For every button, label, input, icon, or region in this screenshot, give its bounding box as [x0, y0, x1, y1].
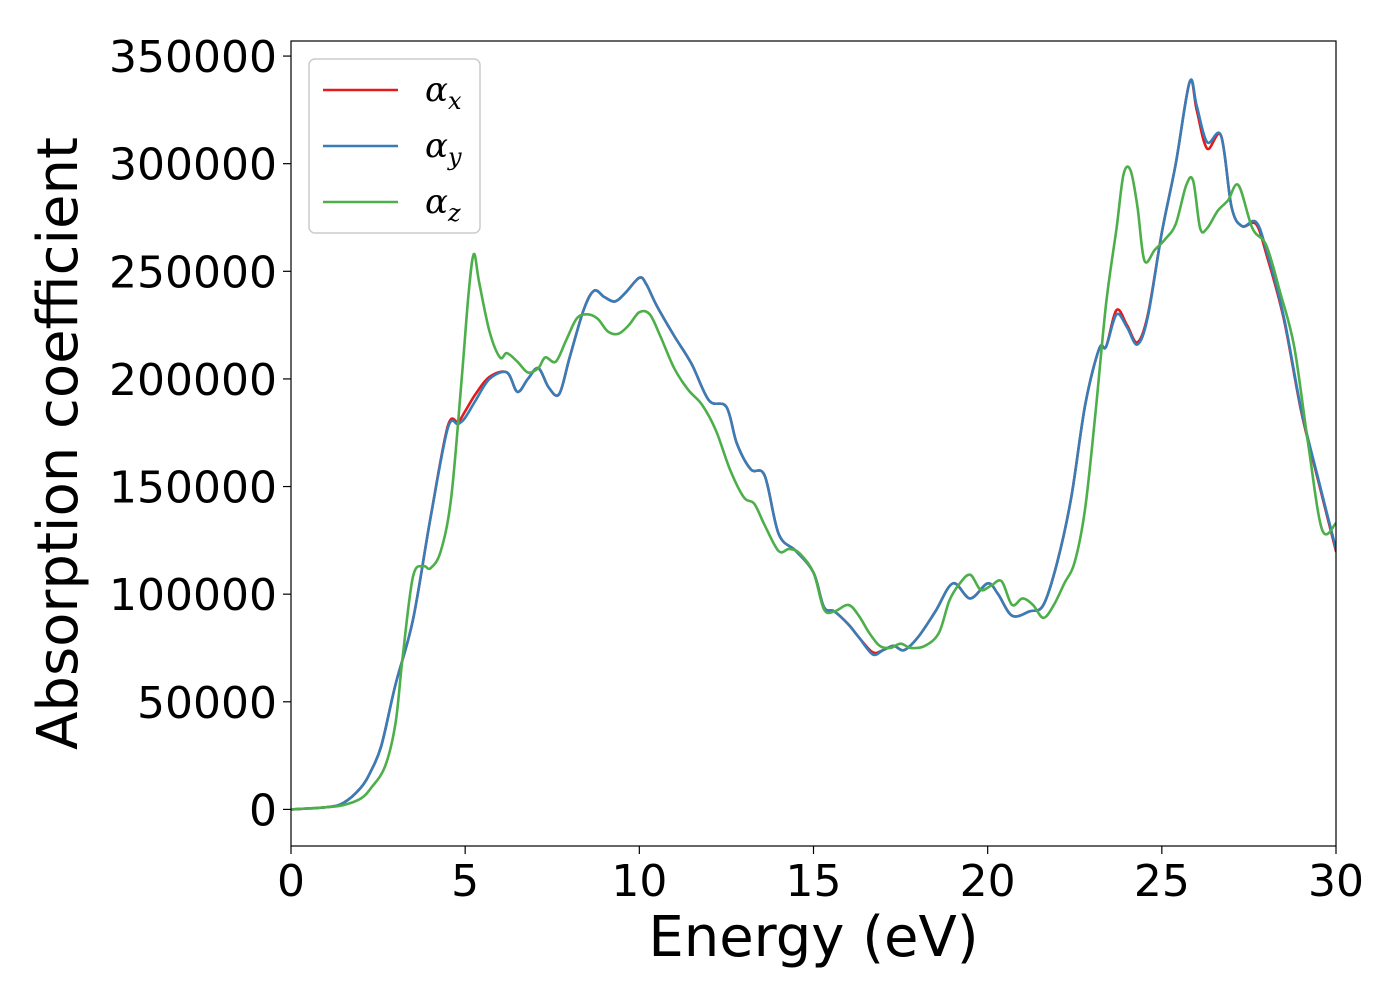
- x-tick-label: 30: [1308, 856, 1364, 907]
- series-line-y: [291, 78, 1336, 811]
- x-axis-ticks: 0 5 10 15 20 25 30: [277, 846, 1364, 907]
- x-tick-label: 20: [960, 856, 1016, 907]
- y-tick-label: 350000: [109, 32, 277, 83]
- x-tick-label: 5: [451, 856, 479, 907]
- y-axis-ticks: 0 50000 100000 150000 200000 250000 300000 3500…: [109, 32, 291, 836]
- y-tick-label: 200000: [109, 355, 277, 406]
- legend-symbol: α: [425, 182, 448, 222]
- series-group: [291, 78, 1336, 811]
- x-tick-label: 10: [611, 856, 667, 907]
- legend-subscript: x: [448, 87, 462, 115]
- y-tick-label: 0: [249, 785, 277, 836]
- y-tick-label: 100000: [109, 570, 277, 621]
- legend-symbol: α: [425, 126, 448, 166]
- plot-area: 0 5 10 15 20 25 30 0 50000 100000 150000 200000 250…: [109, 32, 1364, 907]
- legend-label-z: αz: [425, 182, 461, 227]
- x-axis-label: Energy (eV): [648, 905, 978, 970]
- legend-label-x: αx: [425, 70, 462, 115]
- y-tick-label: 150000: [109, 463, 277, 514]
- y-tick-label: 50000: [137, 678, 277, 729]
- x-tick-label: 0: [277, 856, 305, 907]
- x-tick-label: 15: [786, 856, 842, 907]
- y-tick-label: 250000: [109, 247, 277, 298]
- y-axis-label: Absorption coefficient: [26, 137, 91, 750]
- y-tick-label: 300000: [109, 140, 277, 191]
- series-line-z: [291, 165, 1336, 811]
- legend-subscript: z: [447, 199, 461, 227]
- legend-subscript: y: [447, 143, 462, 171]
- x-tick-label: 25: [1134, 856, 1190, 907]
- legend-label-y: αy: [425, 126, 462, 171]
- legend-symbol: α: [425, 70, 448, 110]
